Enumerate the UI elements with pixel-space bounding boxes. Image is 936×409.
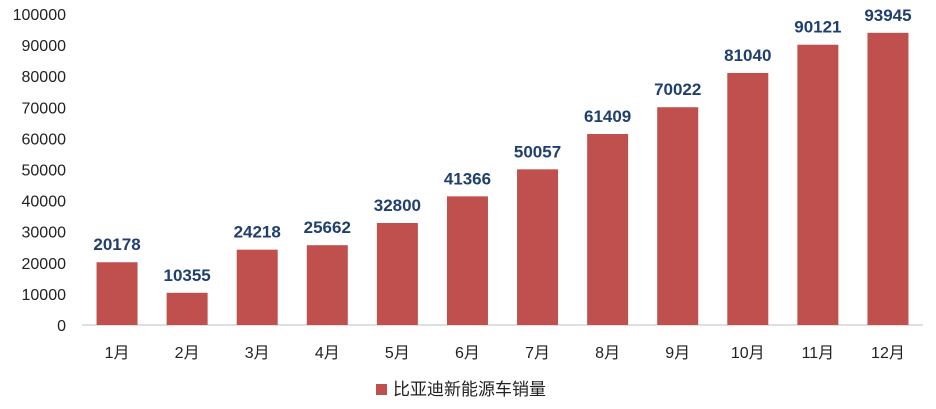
bar (236, 249, 278, 325)
legend-label: 比亚迪新能源车销量 (393, 380, 546, 400)
y-tick-label: 0 (57, 318, 66, 335)
legend-swatch (376, 384, 387, 395)
x-tick-label: 4月 (315, 345, 340, 362)
data-label: 81040 (724, 46, 771, 65)
bar (867, 32, 909, 325)
bar (657, 107, 699, 325)
data-label: 10355 (163, 266, 210, 285)
data-label: 24218 (234, 223, 281, 242)
x-tick-label: 8月 (595, 345, 620, 362)
bar (166, 292, 208, 325)
y-tick-label: 80000 (22, 69, 67, 86)
bar (306, 245, 348, 325)
y-tick-label: 90000 (22, 38, 67, 55)
x-tick-label: 12月 (871, 345, 905, 362)
legend: 比亚迪新能源车销量 (376, 380, 546, 400)
x-tick-label: 1月 (105, 345, 130, 362)
y-tick-label: 20000 (22, 256, 67, 273)
data-label: 32800 (374, 196, 421, 215)
y-tick-label: 70000 (22, 100, 67, 117)
bars (96, 32, 909, 325)
data-label: 90121 (794, 18, 841, 37)
y-tick-label: 40000 (22, 194, 67, 211)
y-tick-label: 50000 (22, 163, 67, 180)
bar (96, 262, 138, 325)
x-tick-label: 2月 (175, 345, 200, 362)
bar (446, 196, 488, 325)
x-tick-label: 7月 (525, 345, 550, 362)
data-label: 41366 (444, 169, 491, 188)
data-labels: 20178 10355 24218 25662 32800 41366 50057 61409… (93, 6, 911, 285)
data-label: 25662 (304, 218, 351, 237)
bar (376, 222, 418, 325)
y-tick-label: 10000 (22, 287, 67, 304)
x-tick-label: 3月 (245, 345, 270, 362)
data-label: 70022 (654, 80, 701, 99)
y-axis-ticks: 0 10000 20000 30000 40000 50000 60000 70000 8000… (13, 7, 66, 335)
data-label: 93945 (864, 6, 911, 25)
bar (587, 134, 629, 325)
x-axis-ticks: 1月 2月 3月 4月 5月 6月 7月 8月 9月 10月 11月 12月 (105, 345, 905, 362)
data-label: 20178 (93, 235, 140, 254)
x-tick-label: 6月 (455, 345, 480, 362)
bar (517, 169, 559, 325)
x-tick-label: 10月 (731, 345, 765, 362)
y-tick-label: 30000 (22, 225, 67, 242)
bar (727, 72, 769, 325)
y-tick-label: 60000 (22, 131, 67, 148)
data-label: 61409 (584, 107, 631, 126)
x-tick-label: 9月 (665, 345, 690, 362)
x-tick-label: 11月 (802, 345, 835, 362)
y-tick-label: 100000 (13, 7, 66, 24)
data-label: 50057 (514, 142, 561, 161)
x-tick-label: 5月 (385, 345, 410, 362)
bar (797, 44, 839, 325)
